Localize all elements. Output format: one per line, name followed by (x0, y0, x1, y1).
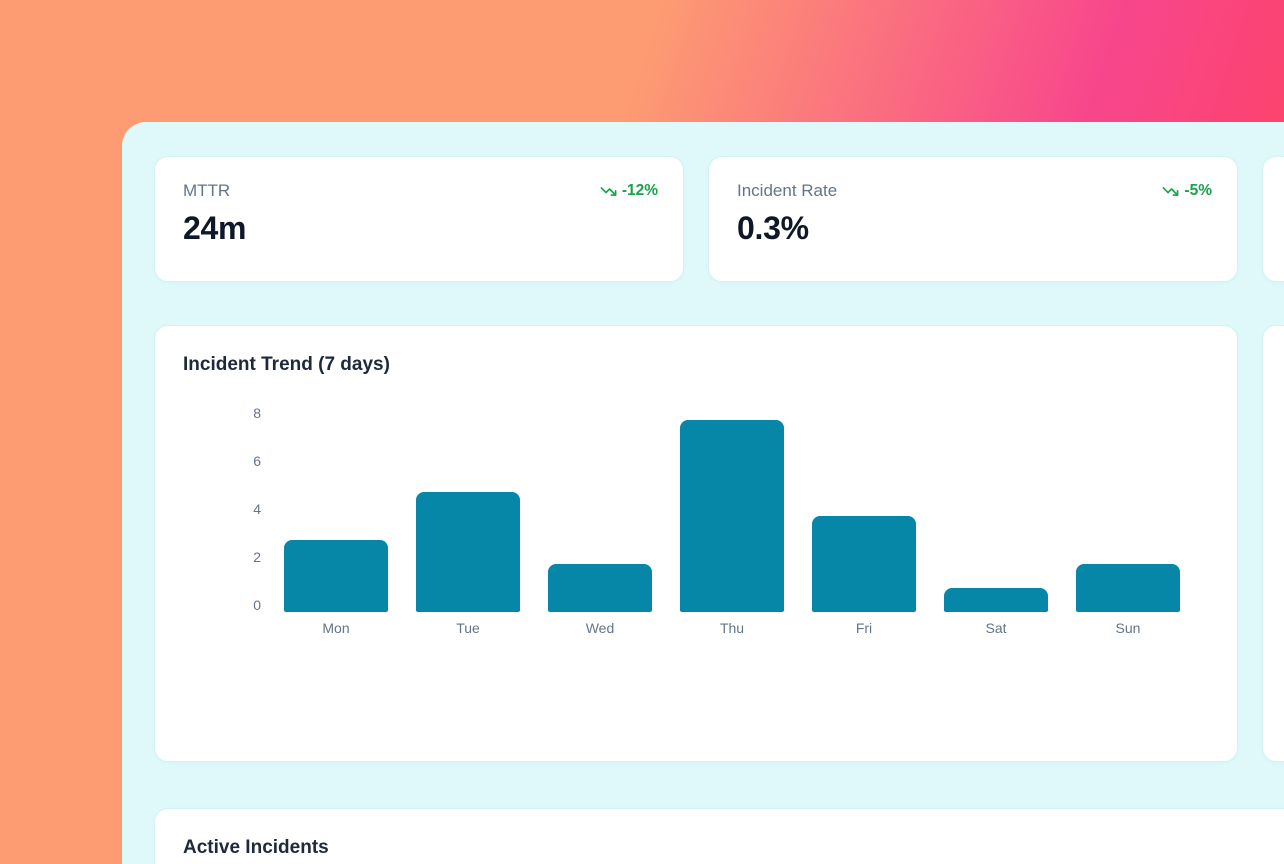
x-axis-label-mon: Mon (322, 620, 350, 636)
y-axis-tick-label: 0 (253, 597, 261, 613)
bar-fri[interactable] (812, 516, 916, 612)
kpi-trend-value: -12% (621, 182, 658, 199)
kpi-card-mttr-content: MTTR -12% 24m (155, 157, 683, 247)
active-incidents-card: Active Incidents (154, 808, 1284, 864)
incident-trend-card: Incident Trend (7 days) 0 2 4 6 8 Mon Tue Wed Th… (154, 325, 1238, 762)
y-axis-tick-label: 6 (253, 453, 261, 469)
side-card-offscreen (1262, 325, 1284, 762)
bar-sat[interactable] (944, 588, 1048, 612)
bar-tue[interactable] (416, 492, 520, 612)
trending-down-icon (1162, 183, 1179, 200)
x-axis-label-wed: Wed (585, 620, 615, 636)
bar-mon[interactable] (284, 540, 388, 612)
kpi-card-mttr: MTTR -12% 24m (154, 156, 684, 282)
kpi-label: MTTR (183, 181, 231, 200)
kpi-trend: -12% (600, 182, 658, 200)
bar-wed[interactable] (548, 564, 652, 612)
kpi-value: 24m (183, 210, 247, 246)
x-axis-label-tue: Tue (456, 620, 480, 636)
kpi-card-incident-rate: Incident Rate -5% 0.3% (708, 156, 1238, 282)
y-axis-tick-label: 4 (253, 501, 261, 517)
bar-thu[interactable] (680, 420, 784, 612)
x-axis-label-thu: Thu (719, 620, 745, 636)
bar-chart-plot: 0 2 4 6 8 Mon Tue Wed Thu Fri Sat Sun (155, 326, 1237, 761)
active-incidents-title: Active Incidents (183, 837, 329, 858)
kpi-trend: -5% (1162, 182, 1212, 200)
kpi-card-incident-rate-content: Incident Rate -5% 0.3% (709, 157, 1237, 247)
y-axis-tick-label: 8 (253, 405, 261, 421)
x-axis-label-sat: Sat (985, 620, 1007, 636)
dashboard-panel: MTTR -12% 24m (122, 122, 1284, 864)
bar-sun[interactable] (1076, 564, 1180, 612)
kpi-value: 0.3% (737, 210, 809, 246)
y-axis-tick-label: 2 (253, 549, 261, 565)
kpi-trend-value: -5% (1184, 182, 1212, 199)
kpi-label: Incident Rate (737, 181, 838, 200)
trending-down-icon (600, 183, 617, 200)
x-axis-label-fri: Fri (855, 620, 873, 636)
x-axis-label-sun: Sun (1115, 620, 1141, 636)
chart-title: Incident Trend (7 days) (183, 354, 390, 375)
kpi-card-offscreen (1262, 156, 1284, 282)
